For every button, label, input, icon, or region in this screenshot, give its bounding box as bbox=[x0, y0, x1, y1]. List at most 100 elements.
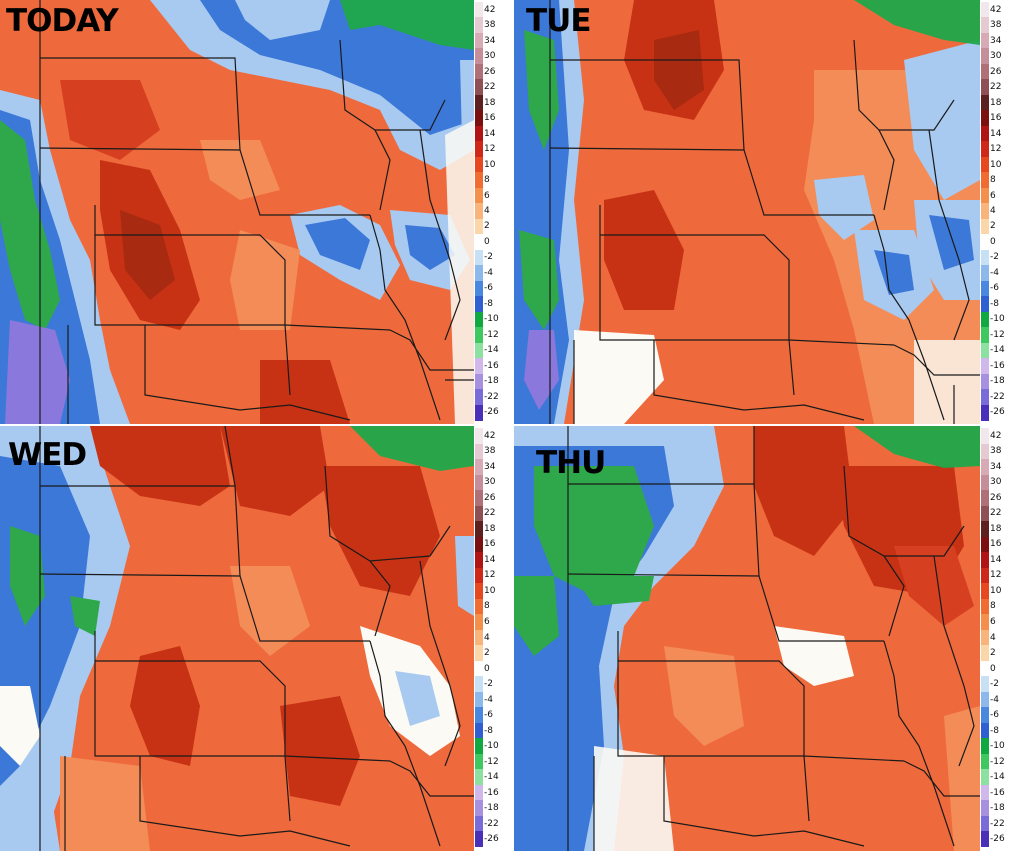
color-scale-legend: 42 38 34 30 26 22 18 16 14 12 10 8 6 4 2 0 -2 -4 -6 -8 -10 -1… bbox=[474, 0, 509, 424]
legend-color-swatch bbox=[475, 141, 483, 158]
legend-value-label: 14 bbox=[484, 128, 496, 139]
legend-color-swatch bbox=[475, 125, 483, 142]
legend-value-label: 34 bbox=[990, 35, 1002, 46]
legend-color-swatch bbox=[475, 521, 483, 538]
legend-value-label: -2 bbox=[484, 679, 493, 690]
legend-color-swatch bbox=[981, 474, 989, 491]
legend-value-label: -22 bbox=[484, 818, 499, 829]
legend-color-swatch bbox=[475, 172, 483, 189]
legend-value-label: 30 bbox=[484, 51, 496, 62]
legend-color-swatch bbox=[475, 676, 483, 693]
legend-value-label: -4 bbox=[484, 267, 493, 278]
legend-value-label: -18 bbox=[990, 376, 1005, 387]
legend-color-swatch bbox=[981, 691, 989, 708]
legend-color-swatch bbox=[981, 280, 989, 297]
legend-color-swatch bbox=[475, 311, 483, 328]
legend-color-swatch bbox=[475, 342, 483, 359]
legend-color-swatch bbox=[981, 614, 989, 631]
legend-color-swatch bbox=[981, 552, 989, 569]
map-panel-thu: THU bbox=[514, 426, 980, 851]
legend-color-swatch bbox=[981, 342, 989, 359]
legend-color-swatch bbox=[475, 110, 483, 127]
legend-value-label: 18 bbox=[484, 523, 496, 534]
legend-color-swatch bbox=[981, 629, 989, 646]
legend-value-label: -2 bbox=[990, 679, 999, 690]
legend-value-label: 18 bbox=[990, 97, 1002, 108]
legend-value-label: -10 bbox=[484, 314, 499, 325]
legend-color-swatch bbox=[981, 234, 989, 251]
legend-value-label: 4 bbox=[990, 206, 996, 216]
legend-value-label: -4 bbox=[990, 694, 999, 705]
legend-value-label: -12 bbox=[990, 756, 1005, 767]
legend-color-swatch bbox=[981, 443, 989, 460]
legend-value-label: 42 bbox=[990, 4, 1002, 15]
legend-color-swatch bbox=[981, 490, 989, 507]
legend-value-label: -10 bbox=[484, 741, 499, 752]
legend-color-swatch bbox=[475, 17, 483, 34]
legend-color-swatch bbox=[981, 249, 989, 266]
legend-value-label: -16 bbox=[990, 360, 1005, 371]
panel-title-today: TODAY bbox=[6, 3, 119, 39]
temperature-anomaly-map-thu bbox=[514, 426, 980, 851]
legend-value-label: 16 bbox=[990, 539, 1002, 550]
legend-color-swatch bbox=[475, 156, 483, 173]
legend-value-label: 8 bbox=[484, 175, 490, 186]
legend-color-swatch bbox=[475, 567, 483, 584]
panel-title-tue: TUE bbox=[526, 3, 591, 39]
legend-value-label: 0 bbox=[990, 236, 996, 247]
legend-color-swatch bbox=[475, 583, 483, 600]
legend-value-label: 2 bbox=[990, 648, 996, 659]
legend-value-label: -26 bbox=[990, 407, 1005, 418]
legend-value-label: 2 bbox=[990, 221, 996, 232]
legend-color-swatch bbox=[475, 48, 483, 65]
legend-value-label: 22 bbox=[484, 508, 496, 519]
legend-color-swatch bbox=[475, 32, 483, 49]
legend-color-swatch bbox=[475, 815, 483, 832]
legend-value-label: -12 bbox=[484, 329, 499, 340]
legend-color-swatch bbox=[981, 48, 989, 65]
legend-value-label: 12 bbox=[990, 144, 1002, 155]
legend-color-swatch bbox=[981, 567, 989, 584]
legend-color-swatch bbox=[475, 404, 483, 421]
legend-value-label: 26 bbox=[484, 66, 496, 77]
legend-value-label: 30 bbox=[990, 51, 1002, 62]
legend-value-label: 26 bbox=[990, 66, 1002, 77]
legend-value-label: 22 bbox=[990, 508, 1002, 519]
legend-value-label: 10 bbox=[484, 585, 496, 596]
legend-color-swatch bbox=[981, 753, 989, 770]
legend-color-swatch bbox=[475, 784, 483, 801]
legend-value-label: -26 bbox=[484, 834, 499, 845]
legend-color-swatch bbox=[475, 660, 483, 677]
legend-color-swatch bbox=[475, 831, 483, 848]
legend-value-label: 34 bbox=[484, 35, 496, 46]
legend-value-label: 42 bbox=[990, 430, 1002, 441]
color-scale-legend: 42 38 34 30 26 22 18 16 14 12 10 8 6 4 2 0 -2 -4 -6 -8 -10 -1… bbox=[980, 0, 1025, 424]
legend-value-label: 6 bbox=[990, 616, 996, 627]
legend-value-label: 26 bbox=[990, 492, 1002, 503]
legend-value-label: 0 bbox=[484, 663, 490, 674]
legend-color-swatch bbox=[981, 645, 989, 662]
legend-value-label: 14 bbox=[990, 128, 1002, 139]
legend-color-swatch bbox=[981, 676, 989, 693]
legend-value-label: 10 bbox=[990, 585, 1002, 596]
legend-value-label: -22 bbox=[990, 391, 1005, 402]
legend-color-swatch bbox=[475, 614, 483, 631]
legend-value-label: -16 bbox=[990, 787, 1005, 798]
legend-color-swatch bbox=[981, 598, 989, 615]
legend-value-label: -6 bbox=[990, 283, 999, 294]
legend-color-swatch bbox=[475, 753, 483, 770]
legend-color-swatch bbox=[475, 598, 483, 615]
legend-color-swatch bbox=[475, 800, 483, 817]
legend-value-label: -6 bbox=[484, 710, 493, 721]
legend-value-label: 12 bbox=[484, 570, 496, 581]
legend-value-label: 10 bbox=[484, 159, 496, 170]
legend-value-label: -6 bbox=[990, 710, 999, 721]
legend-color-swatch bbox=[981, 79, 989, 96]
legend-value-label: 38 bbox=[990, 20, 1002, 31]
legend-color-swatch bbox=[981, 141, 989, 158]
legend-color-swatch bbox=[981, 722, 989, 739]
legend-color-swatch bbox=[981, 815, 989, 832]
legend-value-label: 38 bbox=[484, 20, 496, 31]
legend-color-swatch bbox=[475, 490, 483, 507]
